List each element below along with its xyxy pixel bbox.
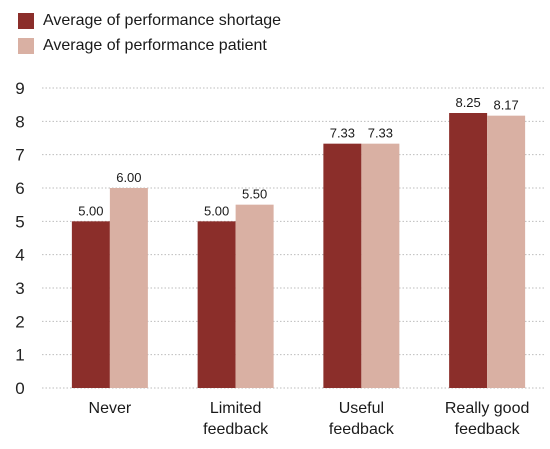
bar-shortage [197,221,236,388]
legend-label-shortage: Average of performance shortage [43,11,282,29]
x-tick-label: Limited [210,400,262,417]
data-label: 7.33 [330,126,355,141]
bar-shortage [71,221,110,388]
x-tick-label: Really good [445,400,530,417]
data-labels: 5.00 6.00 5.00 5.50 7.33 7.33 8.25 8.17 [78,95,519,218]
x-axis: Never Limited feedback Useful feedback Really… [89,400,530,438]
bar-patient [361,143,400,388]
x-tick-label: Useful [339,400,384,417]
y-tick-label: 3 [15,279,24,298]
bars [71,113,526,389]
bar-shortage [323,143,362,388]
legend-label-patient: Average of performance patient [43,36,267,54]
legend-item-shortage: Average of performance shortage [18,8,281,33]
y-tick-label: 8 [15,112,24,131]
x-tick-label: feedback [203,421,269,438]
data-label: 5.00 [204,203,229,218]
y-tick-label: 7 [15,146,24,165]
bar-patient [109,188,148,388]
legend-item-patient: Average of performance patient [18,33,281,58]
y-tick-label: 9 [15,79,24,98]
x-tick-label: feedback [455,421,521,438]
x-tick-label: Never [89,400,132,417]
y-tick-label: 4 [15,246,24,265]
y-tick-label: 1 [15,346,24,365]
data-label: 7.33 [368,126,393,141]
legend: Average of performance shortage Average … [18,8,281,58]
data-label: 8.17 [493,98,518,113]
y-tick-label: 2 [15,312,24,331]
data-label: 8.25 [455,95,480,110]
bar-patient [235,204,274,388]
y-tick-label: 0 [15,379,24,398]
data-label: 5.00 [78,203,103,218]
data-label: 6.00 [116,170,141,185]
x-tick-label: feedback [329,421,395,438]
y-tick-label: 5 [15,212,24,231]
y-axis: 0 1 2 3 4 5 6 7 8 9 [15,79,24,398]
bar-shortage [449,113,488,388]
data-label: 5.50 [242,187,267,202]
bar-patient [487,115,526,389]
legend-swatch-patient [18,37,34,54]
y-tick-label: 6 [15,179,24,198]
legend-swatch-shortage [18,12,34,29]
